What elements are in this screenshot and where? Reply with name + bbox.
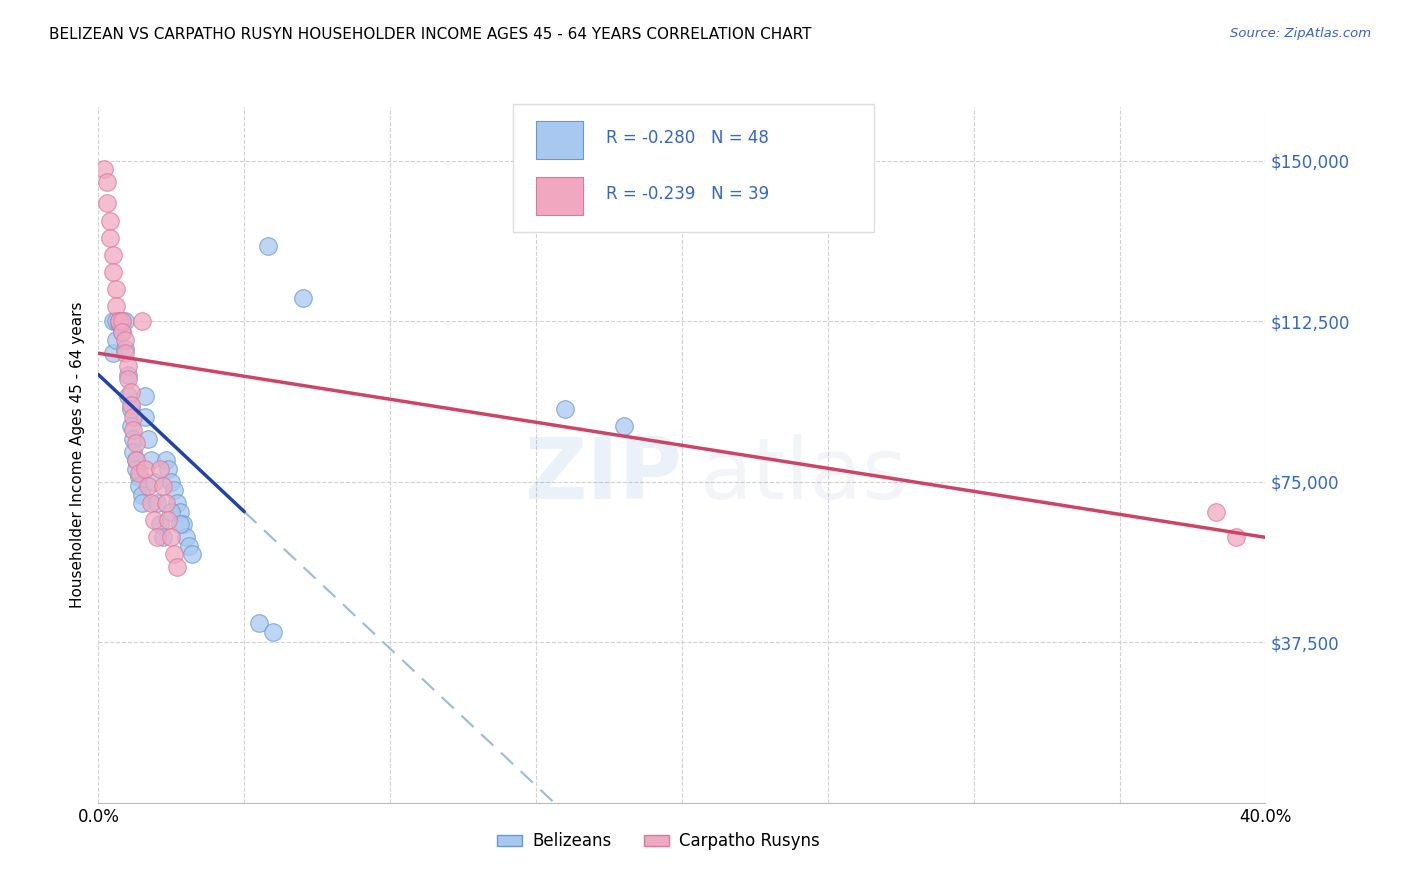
- Point: [169, 517, 191, 532]
- Point: [125, 462, 148, 476]
- Point: [134, 462, 156, 476]
- Point: [131, 496, 153, 510]
- Point: [155, 453, 177, 467]
- Point: [114, 346, 136, 360]
- Point: [104, 314, 127, 328]
- Point: [166, 496, 188, 510]
- Point: [114, 314, 136, 328]
- Point: [120, 384, 142, 399]
- Point: [101, 248, 124, 262]
- Point: [163, 548, 186, 562]
- Point: [163, 483, 186, 498]
- Point: [169, 505, 191, 519]
- Point: [108, 314, 131, 328]
- Text: Source: ZipAtlas.com: Source: ZipAtlas.com: [1230, 27, 1371, 40]
- Point: [262, 624, 284, 639]
- Point: [101, 265, 124, 279]
- Point: [104, 334, 127, 348]
- Text: atlas: atlas: [699, 434, 907, 517]
- Point: [142, 513, 165, 527]
- Point: [108, 316, 131, 330]
- Point: [117, 372, 139, 386]
- Point: [157, 462, 180, 476]
- FancyBboxPatch shape: [513, 103, 875, 232]
- Point: [136, 432, 159, 446]
- Point: [139, 496, 162, 510]
- Point: [134, 410, 156, 425]
- Point: [122, 432, 145, 446]
- Point: [101, 314, 124, 328]
- Point: [142, 475, 165, 489]
- Point: [149, 517, 172, 532]
- Point: [104, 299, 127, 313]
- Text: BELIZEAN VS CARPATHO RUSYN HOUSEHOLDER INCOME AGES 45 - 64 YEARS CORRELATION CHA: BELIZEAN VS CARPATHO RUSYN HOUSEHOLDER I…: [49, 27, 811, 42]
- Point: [117, 359, 139, 373]
- Point: [177, 539, 200, 553]
- Point: [291, 291, 314, 305]
- Point: [111, 325, 134, 339]
- Point: [111, 314, 134, 328]
- Point: [247, 615, 270, 630]
- Point: [114, 334, 136, 348]
- Point: [120, 398, 142, 412]
- Point: [128, 470, 150, 484]
- Point: [122, 410, 145, 425]
- Point: [128, 479, 150, 493]
- Point: [120, 419, 142, 434]
- Point: [131, 487, 153, 501]
- Point: [172, 517, 194, 532]
- Point: [96, 175, 118, 189]
- Point: [174, 530, 197, 544]
- Point: [108, 314, 131, 328]
- Point: [125, 436, 148, 450]
- Point: [160, 475, 183, 489]
- Point: [104, 282, 127, 296]
- Text: R = -0.239   N = 39: R = -0.239 N = 39: [606, 185, 769, 203]
- Point: [131, 314, 153, 328]
- Text: R = -0.280   N = 48: R = -0.280 N = 48: [606, 129, 769, 147]
- Legend: Belizeans, Carpatho Rusyns: Belizeans, Carpatho Rusyns: [491, 826, 827, 857]
- Point: [101, 346, 124, 360]
- Point: [146, 530, 169, 544]
- FancyBboxPatch shape: [536, 177, 582, 215]
- Point: [554, 401, 576, 416]
- Point: [120, 401, 142, 416]
- Point: [160, 530, 183, 544]
- Text: ZIP: ZIP: [524, 434, 682, 517]
- Point: [1205, 505, 1227, 519]
- FancyBboxPatch shape: [536, 121, 582, 159]
- Point: [166, 560, 188, 574]
- Point: [125, 453, 148, 467]
- Point: [152, 530, 174, 544]
- Point: [98, 230, 121, 244]
- Point: [111, 325, 134, 339]
- Point: [117, 389, 139, 403]
- Point: [111, 314, 134, 328]
- Point: [146, 496, 169, 510]
- Point: [93, 162, 115, 177]
- Point: [122, 444, 145, 458]
- Point: [1225, 530, 1247, 544]
- Point: [128, 466, 150, 480]
- Point: [134, 389, 156, 403]
- Point: [160, 505, 183, 519]
- Point: [122, 423, 145, 437]
- Point: [157, 513, 180, 527]
- Point: [108, 314, 131, 328]
- Point: [139, 453, 162, 467]
- Point: [98, 213, 121, 227]
- Point: [256, 239, 278, 253]
- Point: [96, 196, 118, 211]
- Point: [125, 453, 148, 467]
- Point: [136, 479, 159, 493]
- Point: [612, 419, 634, 434]
- Point: [180, 548, 202, 562]
- Y-axis label: Householder Income Ages 45 - 64 years: Householder Income Ages 45 - 64 years: [69, 301, 84, 608]
- Point: [152, 479, 174, 493]
- Point: [117, 368, 139, 382]
- Point: [149, 462, 172, 476]
- Point: [114, 342, 136, 356]
- Point: [155, 496, 177, 510]
